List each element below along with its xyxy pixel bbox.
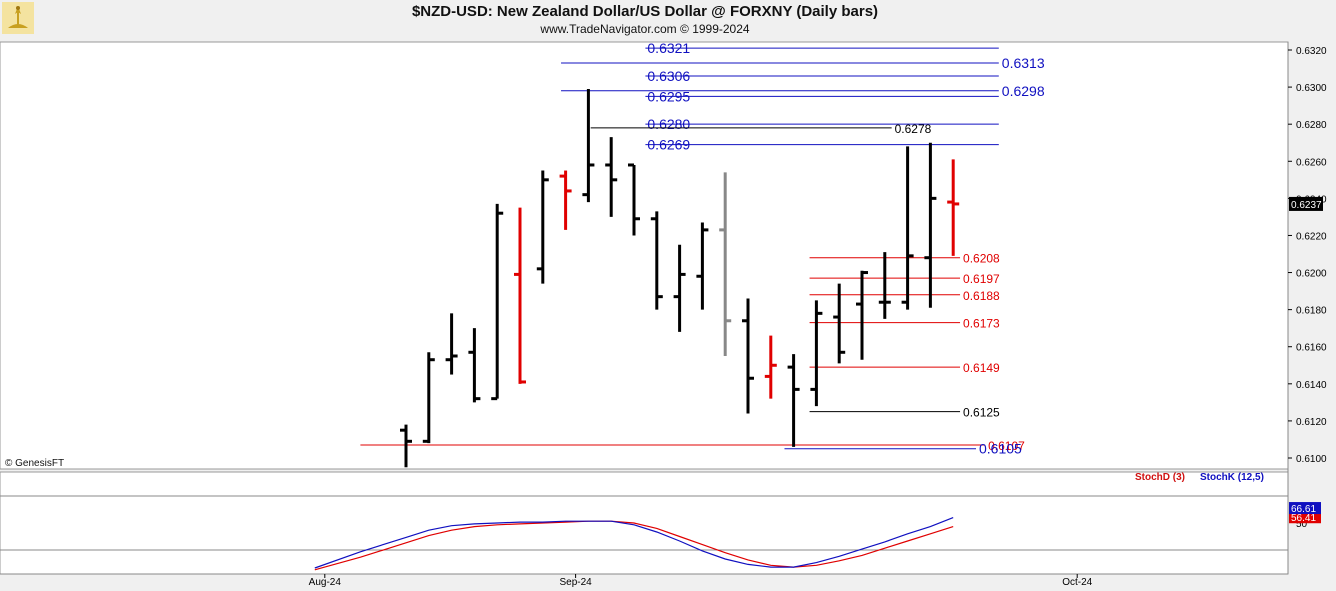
- ohlc-bar: [422, 352, 435, 444]
- level-label: 0.6149: [963, 361, 1000, 375]
- price-tick-label: 0.6280: [1296, 120, 1327, 131]
- level-label: 0.6105: [979, 441, 1022, 457]
- ohlc-bar: [673, 244, 686, 332]
- price-tick-label: 0.6300: [1296, 83, 1327, 94]
- stoch-last-box: [1289, 511, 1321, 524]
- level-label: 0.6208: [963, 252, 1000, 266]
- level-label: 0.6173: [963, 317, 1000, 331]
- price-tick-label: 0.6260: [1296, 157, 1327, 168]
- price-tick-label: 0.6180: [1296, 306, 1327, 317]
- price-tick-label: 0.6320: [1296, 46, 1327, 57]
- ohlc-bar: [628, 163, 640, 236]
- level-label: 0.6188: [963, 289, 1000, 303]
- date-tick-label: Sep-24: [559, 577, 592, 588]
- ohlc-bar: [833, 283, 846, 364]
- ohlc-bar: [650, 211, 663, 310]
- stoch-panel: [0, 471, 1289, 575]
- stoch-series-line: [314, 520, 954, 571]
- date-tick-label: Oct-24: [1062, 577, 1092, 588]
- price-tick-label: 0.6100: [1296, 454, 1327, 465]
- ohlc-bar: [582, 88, 595, 203]
- price-tick-label: 0.6220: [1296, 231, 1327, 242]
- price-tick-label: 0.6160: [1296, 343, 1327, 354]
- level-label: 0.6321: [647, 40, 690, 56]
- level-label: 0.6295: [647, 88, 690, 104]
- ohlc-bar: [764, 335, 777, 399]
- ohlc-bar: [878, 252, 891, 319]
- level-label: 0.6298: [1002, 83, 1045, 99]
- price-bars: [400, 88, 960, 468]
- ohlc-bar: [536, 170, 549, 284]
- stoch-series-line: [314, 517, 954, 569]
- ohlc-bar: [400, 424, 412, 468]
- level-label: 0.6280: [647, 116, 690, 132]
- tradenavigator-logo-icon: [2, 2, 34, 34]
- ohlc-bar: [810, 300, 823, 407]
- stoch-last-label: 56.41: [1291, 513, 1316, 524]
- copyright-label: © GenesisFT: [5, 458, 65, 469]
- ohlc-bar: [696, 222, 709, 310]
- date-axis: Aug-24 Sep-24 Oct-24: [309, 574, 1093, 588]
- price-axis: 0.63200.63000.62800.62600.62400.62200.62…: [1288, 46, 1327, 465]
- legend-stochk: StochK (12,5): [1200, 472, 1264, 483]
- legend-stochd: StochD (3): [1135, 472, 1185, 483]
- ohlc-bar: [742, 298, 754, 414]
- chart-subtitle: www.TradeNavigator.com © 1999-2024: [540, 22, 750, 36]
- price-tick-label: 0.6200: [1296, 269, 1327, 280]
- ohlc-bar: [514, 207, 526, 384]
- date-tick-label: Aug-24: [309, 577, 342, 588]
- ohlc-bar: [468, 328, 481, 403]
- price-tick-label: 0.6120: [1296, 417, 1327, 428]
- level-label: 0.6313: [1002, 55, 1045, 71]
- price-tick-label: 0.6140: [1296, 380, 1327, 391]
- chart-title: $NZD-USD: New Zealand Dollar/US Dollar @…: [411, 3, 879, 20]
- stoch-last-box: [1289, 502, 1321, 515]
- last-price-box: [1289, 196, 1323, 211]
- level-lines: 0.6321 0.6313 0.6306 0.6298 0.6295 0.6280 0.62…: [360, 40, 1045, 457]
- price-panel: [0, 41, 1289, 470]
- ohlc-bar: [491, 203, 504, 401]
- ohlc-bar: [605, 137, 618, 217]
- level-label: 0.6125: [963, 406, 1000, 420]
- ohlc-bar: [559, 170, 572, 230]
- stoch-last-label: 66.61: [1291, 504, 1316, 515]
- level-label: 0.6269: [647, 137, 690, 153]
- ohlc-bar: [787, 354, 800, 447]
- ohlc-bar: [924, 142, 937, 308]
- ohlc-bar: [947, 159, 960, 256]
- ohlc-bar: [719, 172, 732, 356]
- ohlc-bar: [901, 146, 914, 310]
- level-label: 0.6306: [647, 68, 690, 84]
- ohlc-bar: [445, 313, 458, 375]
- last-price-label: 0.6237: [1291, 200, 1322, 211]
- ohlc-bar: [856, 270, 868, 360]
- stoch-tick-label: 50: [1296, 519, 1308, 530]
- level-label: 0.6197: [963, 272, 1000, 286]
- level-label: 0.6278: [895, 122, 932, 136]
- level-label: 0.6107: [988, 439, 1025, 453]
